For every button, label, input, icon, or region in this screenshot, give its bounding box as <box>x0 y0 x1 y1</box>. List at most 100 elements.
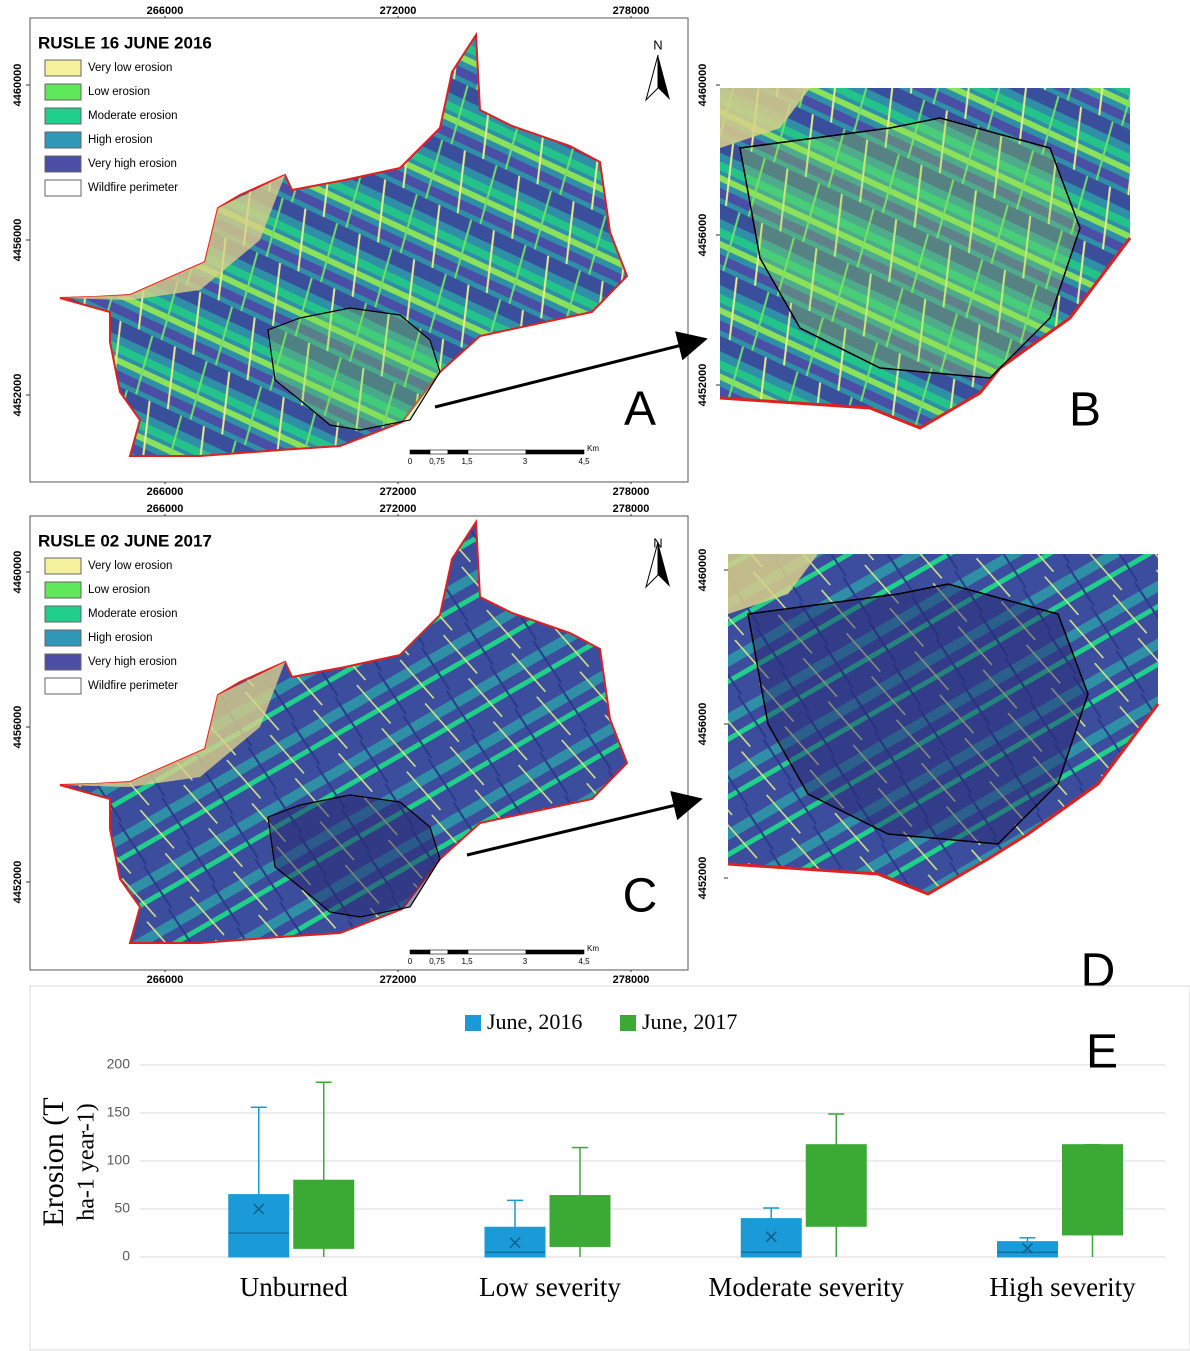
legend-swatch <box>44 653 82 671</box>
legend-swatch <box>44 605 82 623</box>
wildfire-perimeter <box>267 794 441 918</box>
box <box>805 1144 867 1227</box>
scale-segment <box>467 949 527 955</box>
scale-segment <box>447 449 469 455</box>
y-axis-label: Erosion (T <box>37 1097 70 1226</box>
north-arrow-fill <box>658 55 670 100</box>
x-tick-label-bottom: 272000 <box>380 486 417 498</box>
y-tick-label: 4460000 <box>12 551 24 594</box>
y-tick-label: 100 <box>107 1152 131 1168</box>
zoom-arrow <box>466 790 703 857</box>
zoom-map <box>720 88 1130 428</box>
box-chart: 0 50 100 150 200 Erosion (T ha-1 year-1) E June,… <box>29 985 1190 1351</box>
y-tick-label: 150 <box>107 1104 131 1120</box>
y-tick-label: 4456000 <box>12 219 24 262</box>
x-tick-label-top: 272000 <box>380 5 417 17</box>
legend-swatch <box>44 629 82 647</box>
legend-label: High erosion <box>88 134 153 146</box>
mean-marker <box>765 1231 777 1243</box>
y-tick-label: 4456000 <box>12 706 24 749</box>
legend-swatch <box>44 557 82 575</box>
zoom-map <box>728 554 1158 894</box>
scale-label: 0 <box>408 957 413 966</box>
x-tick-label: Unburned <box>240 1272 348 1302</box>
legend-label: High erosion <box>88 632 153 644</box>
legend-label: Very low erosion <box>88 560 172 572</box>
legend-label: Moderate erosion <box>88 608 178 620</box>
scale-label: 0,75 <box>429 957 445 966</box>
lowland <box>62 175 285 300</box>
legend-label: Moderate erosion <box>88 110 178 122</box>
zoom-wildfire-perimeter <box>747 583 1089 845</box>
zoom-arrow <box>434 331 708 409</box>
scale-segment <box>447 949 469 955</box>
scale-segment <box>429 949 449 955</box>
x-tick-label-top: 272000 <box>380 503 417 515</box>
panel-label: C <box>623 870 658 923</box>
y-tick-label: 4452000 <box>12 374 24 417</box>
x-tick-label-bottom: 266000 <box>147 486 184 498</box>
zoom-y-tick-label: 4460000 <box>697 64 709 107</box>
legend-swatch <box>44 83 82 101</box>
map-title: RUSLE 16 JUNE 2016 <box>38 33 212 52</box>
box <box>1062 1144 1123 1236</box>
box <box>228 1194 290 1258</box>
zoom-lowland <box>728 554 818 614</box>
zoom-y-tick-label: 4456000 <box>697 703 709 746</box>
scale-label: 1,5 <box>461 957 473 966</box>
scale-segment <box>409 949 431 955</box>
x-tick-label: High severity <box>989 1272 1136 1302</box>
panel-label: E <box>1086 1026 1118 1079</box>
box <box>549 1195 611 1247</box>
chart-frame <box>29 985 1190 1351</box>
north-label: N <box>653 37 662 52</box>
x-tick-label-bottom: 266000 <box>147 974 184 986</box>
legend-label: Very high erosion <box>88 656 177 668</box>
basin <box>59 31 629 457</box>
legend-swatch <box>44 155 82 173</box>
scale-label: 1,5 <box>461 457 473 466</box>
y-tick-label: 0 <box>122 1248 130 1264</box>
scale-label: 0,75 <box>429 457 445 466</box>
map-title: RUSLE 02 JUNE 2017 <box>38 531 212 550</box>
legend-swatch <box>44 107 82 125</box>
legend-swatch <box>44 179 82 197</box>
north-arrow-fill <box>658 542 670 587</box>
legend-label: Very high erosion <box>88 158 177 170</box>
y-tick-label: 4460000 <box>12 64 24 107</box>
scale-segment <box>429 449 449 455</box>
x-tick-label: Moderate severity <box>708 1272 904 1302</box>
panel-label: A <box>624 383 656 436</box>
zoom-y-tick-label: 4452000 <box>697 857 709 900</box>
scale-segment <box>525 949 585 955</box>
legend-label: June, 2017 <box>642 1009 737 1034</box>
legend-swatch <box>620 1015 636 1031</box>
legend-label: Low erosion <box>88 86 150 98</box>
map-panel: RUSLE 16 JUNE 2016 Very low erosion Low er… <box>12 5 1132 498</box>
zoom-wildfire-perimeter <box>739 117 1081 379</box>
x-tick-label: Low severity <box>479 1272 621 1302</box>
zoom-lowland <box>720 88 810 148</box>
scale-segment <box>409 449 431 455</box>
legend-label: Very low erosion <box>88 62 172 74</box>
x-tick-label-top: 266000 <box>147 5 184 17</box>
mean-marker <box>1021 1242 1034 1254</box>
x-tick-label-top: 266000 <box>147 503 184 515</box>
legend-swatch <box>44 677 82 695</box>
box <box>293 1179 355 1249</box>
x-tick-label-top: 278000 <box>613 5 650 17</box>
x-tick-label-bottom: 278000 <box>613 486 650 498</box>
scale-segment <box>467 449 527 455</box>
scale-unit: Km <box>587 444 599 453</box>
legend-swatch <box>465 1015 481 1031</box>
mean-marker <box>253 1203 265 1215</box>
mean-marker <box>509 1237 521 1249</box>
zoom-coast <box>719 237 1132 430</box>
scale-label: 3 <box>523 957 528 966</box>
legend-label: Low erosion <box>88 584 150 596</box>
x-tick-label-top: 278000 <box>613 503 650 515</box>
legend-swatch <box>44 581 82 599</box>
zoom-y-tick-label: 4452000 <box>697 364 709 407</box>
scale-label: 0 <box>408 457 413 466</box>
